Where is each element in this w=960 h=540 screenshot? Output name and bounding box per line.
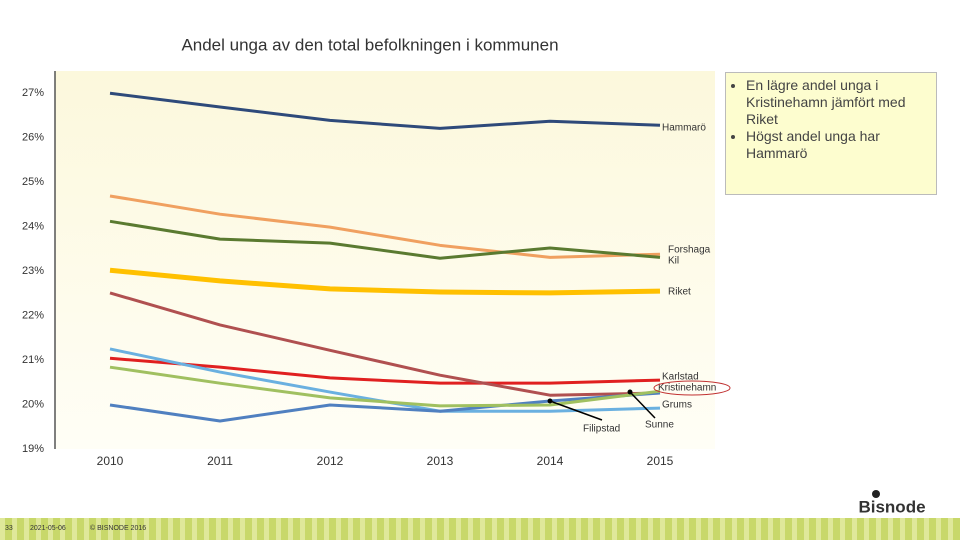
arrow xyxy=(629,391,656,419)
x-tick-label: 2010 xyxy=(97,454,124,468)
series-label: Sunne xyxy=(645,420,674,431)
plot-area xyxy=(55,71,715,449)
y-tick-label: 21% xyxy=(22,354,44,366)
page-number: 33 xyxy=(5,525,13,532)
footer-copyright: © BISNODE 2016 xyxy=(90,524,146,532)
y-tick-label: 26% xyxy=(22,132,44,144)
series-line xyxy=(109,291,661,397)
arrow xyxy=(549,400,603,421)
series-line xyxy=(109,219,661,260)
chart-title: Andel unga av den total befolkningen i k… xyxy=(181,35,558,54)
x-tick-label: 2011 xyxy=(207,454,233,468)
y-tick-label: 25% xyxy=(22,176,44,188)
series-label: Grums xyxy=(662,400,692,411)
series-label: Forshaga xyxy=(668,245,711,256)
y-tick-label: 27% xyxy=(22,87,44,99)
arrow-head xyxy=(547,398,553,404)
callout-item: Högst andel unga har Hammarö xyxy=(746,128,930,162)
highlight xyxy=(653,380,731,396)
x-tick-label: 2013 xyxy=(427,454,454,468)
footer-strip xyxy=(0,518,960,540)
callout: En lägre andel unga i Kristinehamn jämfö… xyxy=(725,72,937,195)
x-tick-label: 2015 xyxy=(647,454,674,468)
y-tick-label: 22% xyxy=(22,309,44,321)
logo-dot xyxy=(872,490,880,498)
series-label: Kristinehamn xyxy=(658,383,716,394)
arrow-head xyxy=(627,389,633,395)
y-tick-label: 19% xyxy=(22,443,44,455)
y-tick-label: 20% xyxy=(22,398,44,410)
x-tick-label: 2012 xyxy=(317,454,344,468)
logo: Bisnode xyxy=(858,497,925,516)
series-line xyxy=(109,356,661,385)
series-label: Riket xyxy=(668,287,691,298)
series-label: Hammarö xyxy=(662,123,706,134)
y-tick-label: 23% xyxy=(22,265,44,277)
x-tick-label: 2014 xyxy=(537,454,564,468)
series-label: Kil xyxy=(668,256,679,267)
series-label: Filipstad xyxy=(583,424,620,435)
series-line xyxy=(109,267,661,296)
series-line xyxy=(109,91,661,130)
footer-date: 2021-05-06 xyxy=(30,525,66,532)
y-tick-label: 24% xyxy=(22,221,44,233)
series-line xyxy=(109,365,661,408)
series-line xyxy=(109,391,661,423)
series-line xyxy=(109,194,661,259)
series-label: Karlstad xyxy=(662,372,699,383)
callout-item: En lägre andel unga i Kristinehamn jämfö… xyxy=(746,77,930,128)
